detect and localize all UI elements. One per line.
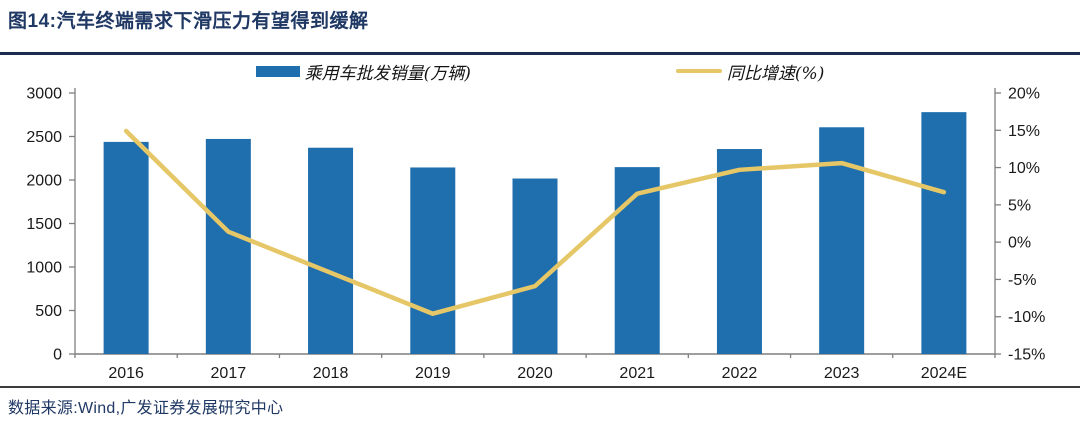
chart-legend: 乘用车批发销量(万辆) 同比增速(%) <box>0 58 1080 84</box>
right-tick-label: -5% <box>1008 272 1036 289</box>
chart-canvas: 0 500 1000 1500 2000 2500 3000 -15% -10% -5% 0% 5% 1… <box>26 86 1045 383</box>
legend-label-sales: 乘用车批发销量(万辆) <box>304 63 471 84</box>
right-tick-label: 15% <box>1008 123 1040 140</box>
x-category-label: 2023 <box>824 365 860 382</box>
x-category-label: 2018 <box>313 365 349 382</box>
bar-2017 <box>205 138 251 354</box>
left-tick-label: 3000 <box>26 86 62 103</box>
bar-swatch-icon <box>255 65 300 77</box>
x-category-label: 2019 <box>415 365 451 382</box>
right-tick-label: 10% <box>1008 160 1040 177</box>
x-category-label: 2021 <box>619 365 655 382</box>
legend-item-sales: 乘用车批发销量(万辆) <box>255 59 471 84</box>
line-swatch-icon <box>675 69 722 73</box>
x-category-label: 2016 <box>108 365 144 382</box>
left-tick-label: 1500 <box>26 216 62 233</box>
right-tick-label: 20% <box>1008 86 1040 103</box>
right-tick-label: 0% <box>1008 235 1031 252</box>
bar-2019 <box>410 167 456 354</box>
bar-2021 <box>614 167 660 354</box>
x-category-label: 2022 <box>722 365 758 382</box>
x-category-label: 2017 <box>211 365 247 382</box>
bar-2020 <box>512 178 558 354</box>
figure-title: 图14:汽车终端需求下滑压力有望得到缓解 <box>8 11 369 32</box>
right-tick-label: -10% <box>1008 309 1045 326</box>
bar-2018 <box>308 147 354 354</box>
right-tick-label: 5% <box>1008 197 1031 214</box>
x-category-label: 2024E <box>921 365 967 382</box>
yoy-growth-line <box>123 128 947 316</box>
bar-2024E <box>921 112 967 354</box>
data-source-text: 数据来源:Wind,广发证券发展研究中心 <box>8 400 284 417</box>
left-tick-label: 2000 <box>26 173 62 190</box>
legend-item-yoy: 同比增速(%) <box>675 59 825 84</box>
right-tick-label: -15% <box>1008 347 1045 364</box>
left-tick-label: 1000 <box>26 260 62 277</box>
left-tick-label: 0 <box>53 347 62 364</box>
legend-label-yoy: 同比增速(%) <box>726 63 825 84</box>
bar-2022 <box>716 149 762 354</box>
left-tick-label: 2500 <box>26 129 62 146</box>
x-category-label: 2020 <box>517 365 553 382</box>
left-tick-label: 500 <box>35 303 62 320</box>
footer-divider-rule <box>0 386 1080 388</box>
bar-2016 <box>103 141 149 354</box>
title-divider-rule <box>0 52 1080 55</box>
